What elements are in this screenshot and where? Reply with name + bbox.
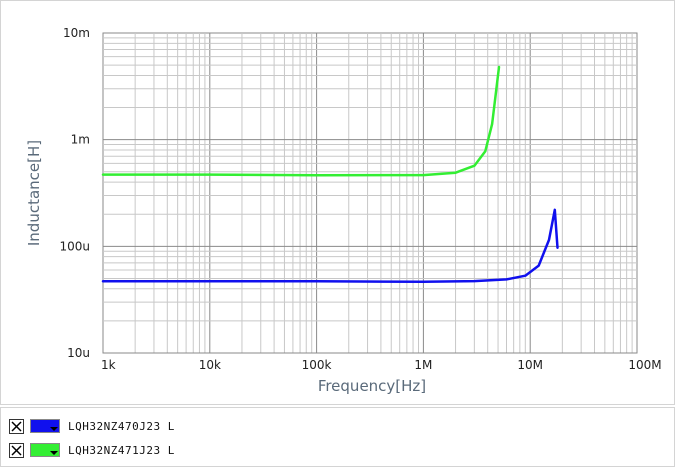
grid: [102, 32, 638, 354]
chart-panel: 1k 10k 100k 1M 10M 100M 10m 1m 100u 10u Frequency…: [0, 0, 675, 405]
x-check-icon: [11, 420, 22, 432]
y-tick-label: 1m: [71, 133, 90, 147]
legend-color-swatch-0[interactable]: [30, 419, 60, 433]
legend-label-0: LQH32NZ470J23 L: [68, 419, 175, 433]
y-tick-label: 10u: [67, 346, 90, 360]
x-tick-label: 10k: [199, 358, 221, 372]
y-axis-title: Inductance[H]: [25, 140, 43, 246]
x-tick-label: 1k: [101, 358, 116, 372]
legend-label-1: LQH32NZ471J23 L: [68, 443, 175, 457]
x-tick-label: 10M: [517, 358, 543, 372]
x-tick-label: 1M: [414, 358, 432, 372]
x-tick-label: 100M: [628, 358, 661, 372]
dropdown-arrow-icon: [50, 427, 58, 431]
dropdown-arrow-icon: [50, 451, 58, 455]
inductance-chart: 1k 10k 100k 1M 10M 100M 10m 1m 100u 10u Frequency…: [25, 26, 662, 395]
y-tick-label: 10m: [63, 26, 90, 40]
legend: LQH32NZ470J23 L LQH32NZ471J23 L: [0, 407, 675, 467]
plot-area: [102, 32, 638, 354]
x-check-icon: [11, 444, 22, 456]
y-tick-label: 100u: [59, 239, 90, 253]
x-axis-title: Frequency[Hz]: [318, 377, 426, 395]
series-line-1: [101, 65, 501, 177]
legend-checkbox-1[interactable]: [9, 442, 24, 458]
x-tick-label: 100k: [302, 358, 332, 372]
series-line-0: [101, 208, 559, 284]
series-layer: [101, 65, 559, 284]
legend-item-0: LQH32NZ470J23 L: [9, 416, 175, 436]
legend-item-1: LQH32NZ471J23 L: [9, 440, 175, 460]
legend-color-swatch-1[interactable]: [30, 443, 60, 457]
tick-labels: 1k 10k 100k 1M 10M 100M 10m 1m 100u 10u: [59, 26, 661, 372]
legend-checkbox-0[interactable]: [9, 418, 24, 434]
